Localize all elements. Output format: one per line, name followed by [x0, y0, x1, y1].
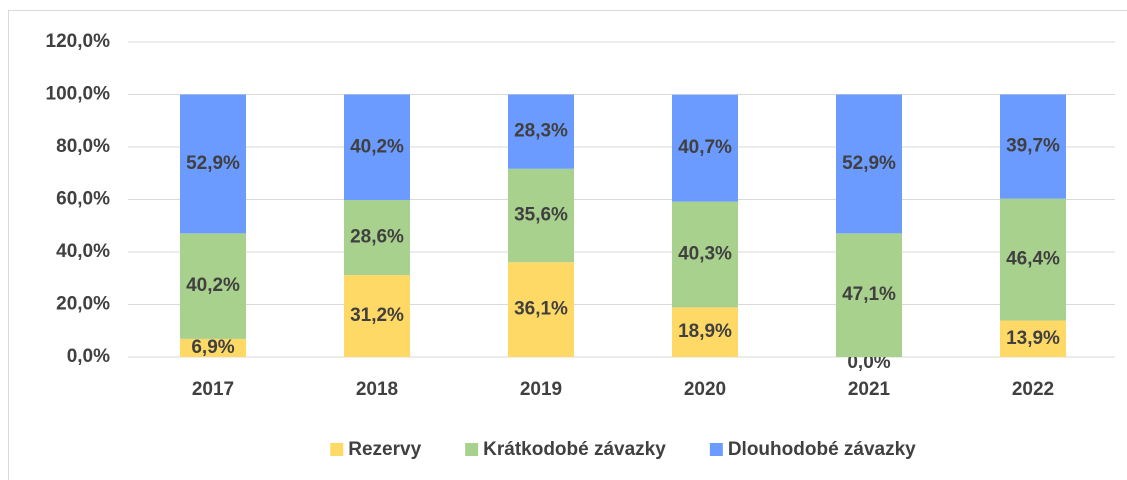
y-tick-label: 0,0% — [67, 346, 110, 367]
x-tick-label: 2021 — [848, 379, 891, 400]
bar-segment — [508, 168, 574, 263]
data-label: 13,9% — [1006, 328, 1060, 349]
bar-segment — [180, 94, 246, 234]
y-tick-label: 60,0% — [56, 189, 110, 210]
bar-segment — [836, 94, 902, 234]
bar-segment — [836, 233, 902, 357]
bar-segment — [180, 338, 246, 357]
data-label: 40,2% — [186, 275, 240, 296]
data-label: 28,3% — [514, 121, 568, 142]
bar-segment — [1000, 94, 1066, 199]
data-label: 40,3% — [678, 244, 732, 265]
legend-label: Krátkodobé závazky — [483, 439, 666, 460]
data-label: 18,9% — [678, 321, 732, 342]
y-tick-label: 100,0% — [46, 84, 111, 105]
bar-segment — [344, 94, 410, 201]
y-tick-label: 120,0% — [46, 31, 111, 52]
y-tick-label: 40,0% — [56, 241, 110, 262]
data-label: 31,2% — [350, 305, 404, 326]
data-label: 39,7% — [1006, 136, 1060, 157]
bar-segment — [1000, 198, 1066, 321]
bar-segment — [344, 275, 410, 357]
data-label: 46,4% — [1006, 249, 1060, 270]
data-label: 47,1% — [842, 284, 896, 305]
legend-label: Dlouhodobé závazky — [728, 439, 916, 460]
data-label: 52,9% — [842, 153, 896, 174]
data-label: 40,2% — [350, 136, 404, 157]
data-label: 28,6% — [350, 227, 404, 248]
data-label: 40,7% — [678, 137, 732, 158]
bar-segment — [344, 200, 410, 276]
legend-swatch — [330, 443, 344, 456]
bar-segment — [672, 201, 738, 308]
legend-swatch — [465, 443, 479, 456]
bar-segment — [672, 94, 738, 202]
y-tick-label: 20,0% — [56, 294, 110, 315]
chart-border — [8, 10, 1127, 480]
bar-segment — [1000, 320, 1066, 357]
bar-segment — [672, 307, 738, 357]
data-label: 6,9% — [191, 337, 234, 358]
x-tick-label: 2020 — [684, 379, 726, 400]
bar-segment — [508, 262, 574, 357]
bar-segment — [180, 233, 246, 339]
legend-swatch — [709, 443, 723, 456]
y-tick-label: 80,0% — [56, 136, 110, 157]
x-tick-label: 2018 — [356, 379, 398, 400]
x-tick-label: 2022 — [1012, 379, 1054, 400]
x-tick-label: 2017 — [192, 379, 234, 400]
x-tick-label: 2019 — [520, 379, 562, 400]
data-label: 52,9% — [186, 153, 240, 174]
bar-segment — [508, 94, 574, 169]
legend-label: Rezervy — [348, 439, 421, 460]
data-label: 36,1% — [514, 299, 568, 320]
data-label: 0,0% — [847, 352, 890, 373]
data-label: 35,6% — [514, 205, 568, 226]
